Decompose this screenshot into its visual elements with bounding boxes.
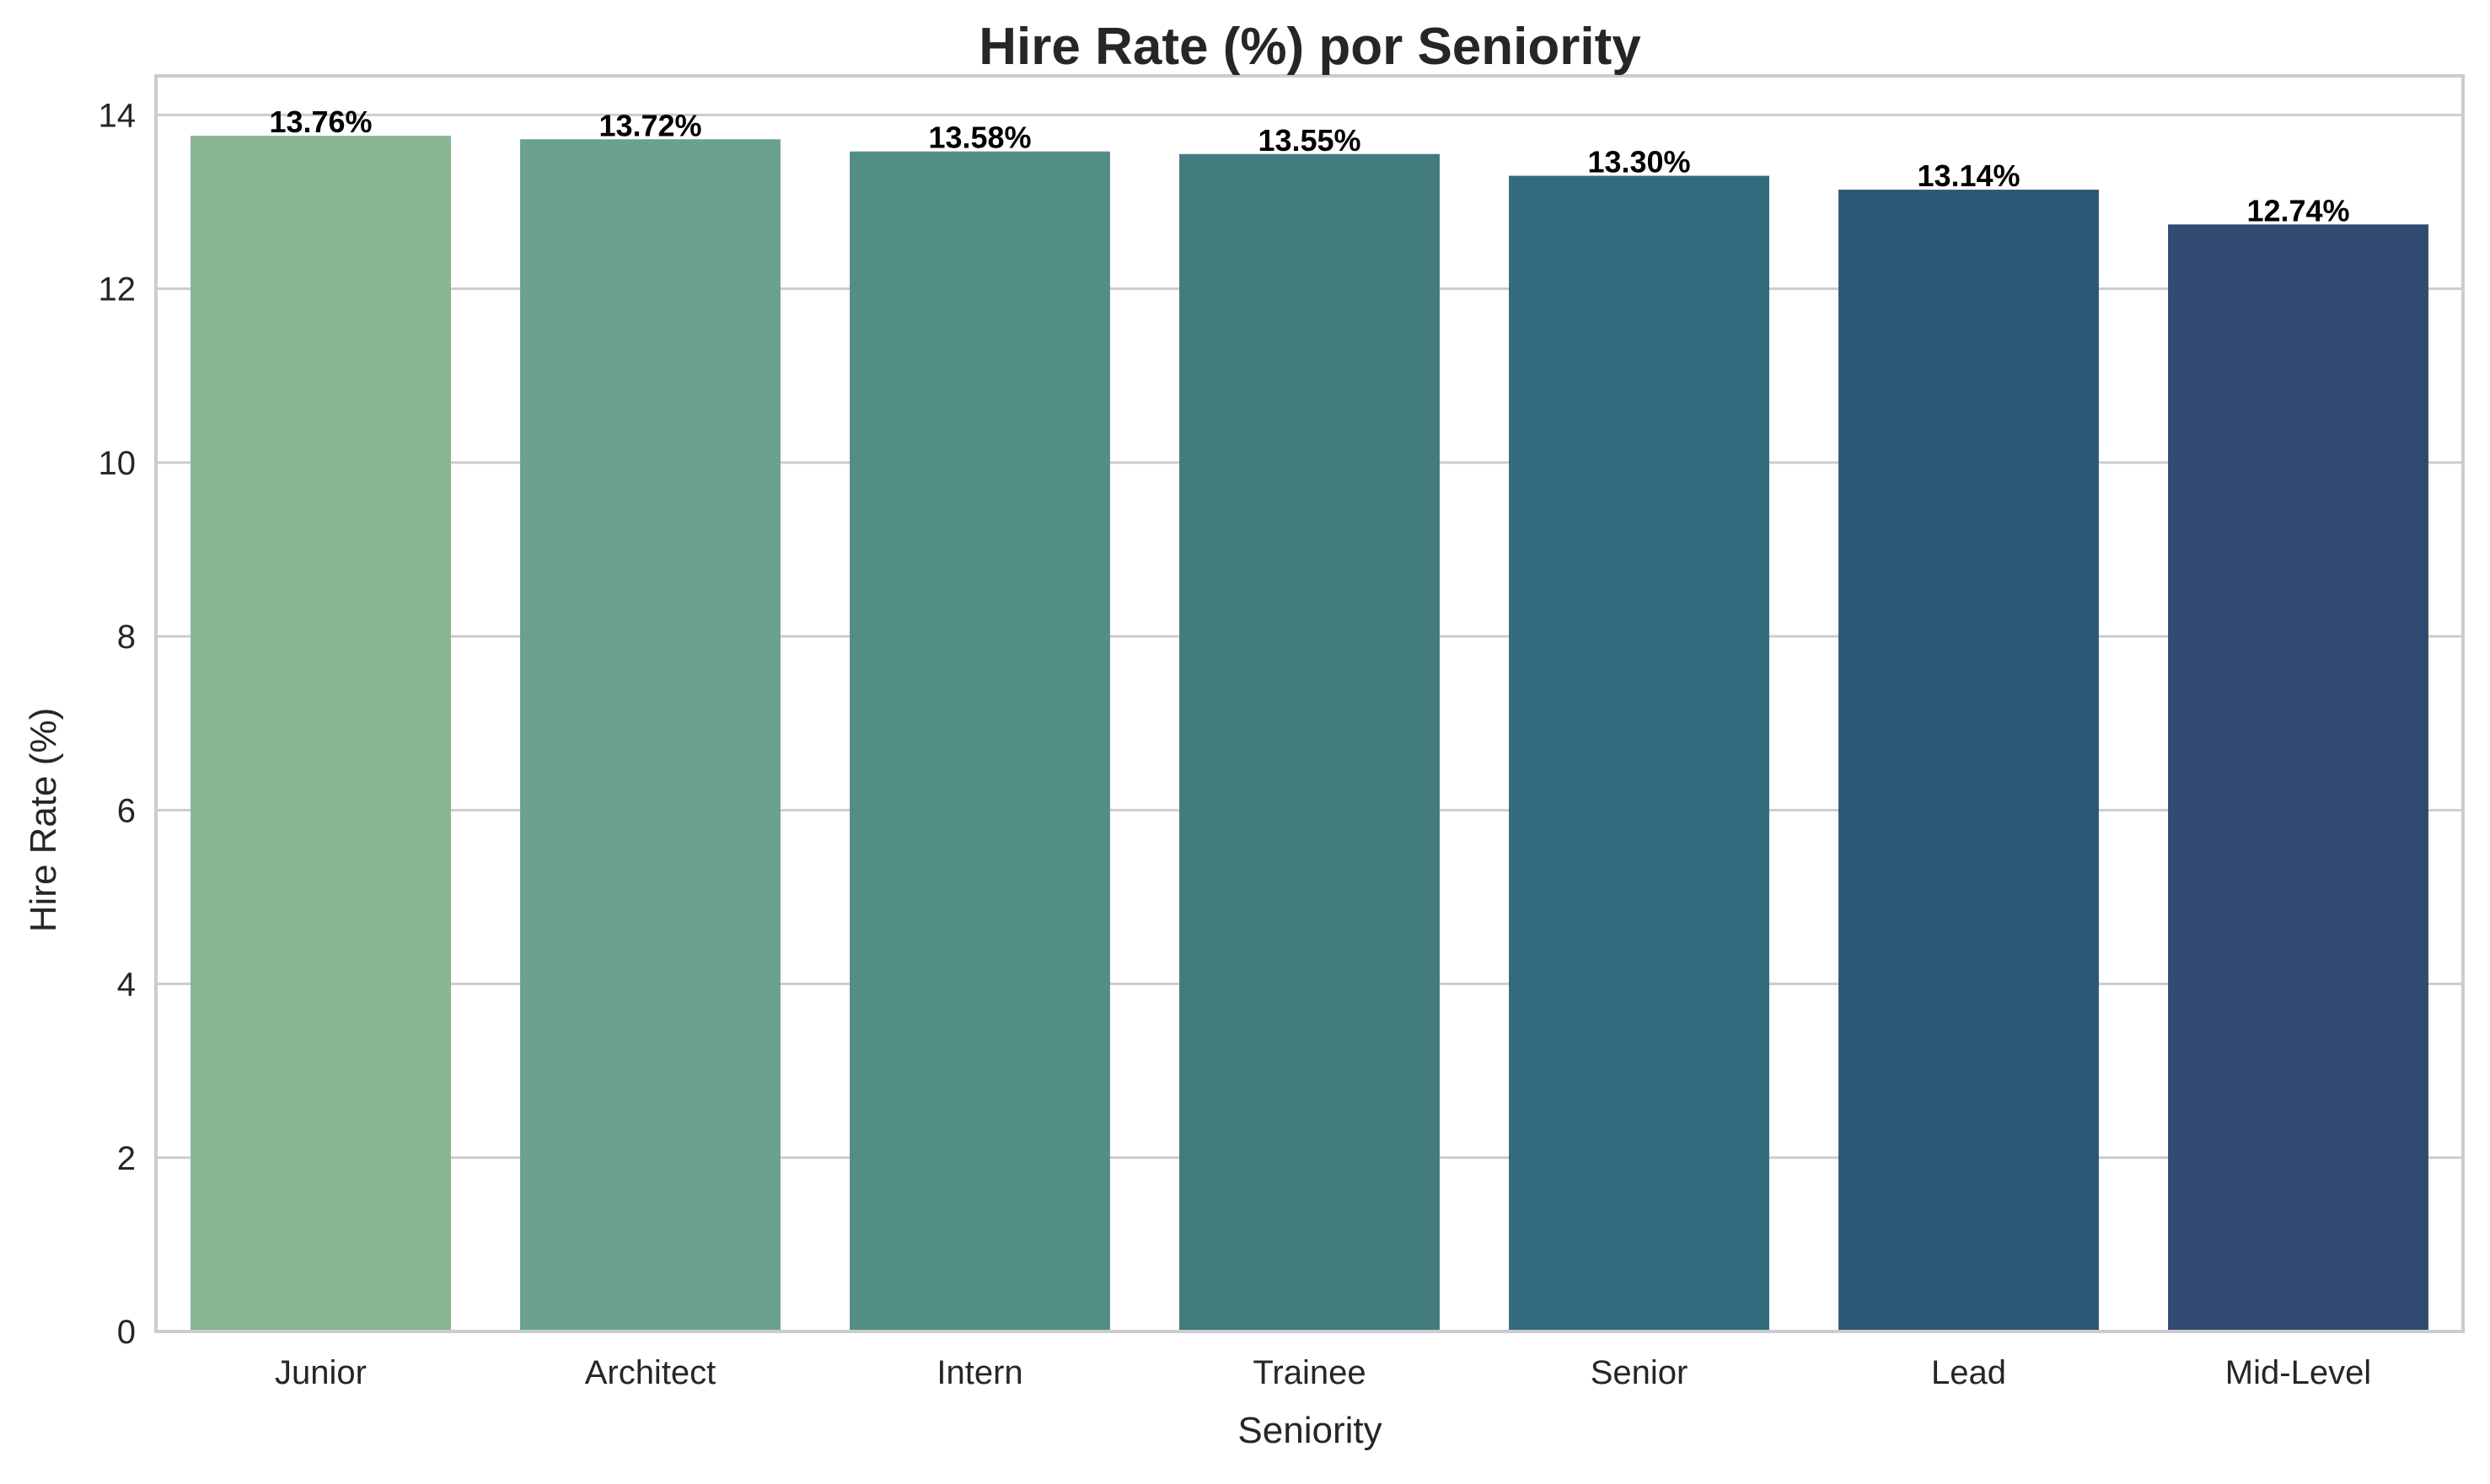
x-tick-label: Mid-Level xyxy=(2225,1354,2371,1391)
x-axis-ticks: Junior Architect Intern Trainee Senior Lead Mi… xyxy=(275,1354,2371,1391)
x-tick-label: Intern xyxy=(936,1354,1022,1391)
bar-architect xyxy=(520,139,781,1332)
x-tick-label: Architect xyxy=(585,1354,716,1391)
data-label: 13.58% xyxy=(928,121,1031,155)
data-label: 13.76% xyxy=(269,104,372,139)
x-tick-label: Trainee xyxy=(1253,1354,1366,1391)
data-label: 13.55% xyxy=(1258,123,1360,158)
y-tick-label: 12 xyxy=(99,271,137,308)
data-labels: 13.76% 13.72% 13.58% 13.55% 13.30% 13.14% 12.7… xyxy=(269,104,2349,228)
y-axis-label: Hire Rate (%) xyxy=(23,708,64,933)
y-tick-label: 10 xyxy=(99,445,137,482)
chart-title: Hire Rate (%) por Seniority xyxy=(979,18,1641,76)
y-tick-label: 6 xyxy=(117,792,136,829)
x-tick-label: Junior xyxy=(275,1354,367,1391)
data-label: 13.14% xyxy=(1917,158,2020,193)
bar-senior xyxy=(1509,175,1769,1332)
bar-intern xyxy=(850,151,1110,1331)
bar-lead xyxy=(1838,190,2099,1331)
y-tick-label: 14 xyxy=(99,97,137,134)
x-axis-label: Seniority xyxy=(1237,1410,1382,1451)
y-tick-label: 8 xyxy=(117,619,136,656)
y-axis-ticks: 0 2 4 6 8 10 12 14 xyxy=(99,97,137,1351)
x-tick-label: Senior xyxy=(1591,1354,1688,1391)
y-tick-label: 0 xyxy=(117,1314,136,1351)
data-label: 13.30% xyxy=(1587,145,1690,179)
data-label: 12.74% xyxy=(2246,193,2349,228)
plot-area-frame xyxy=(154,74,2465,1333)
bars xyxy=(191,136,2428,1332)
y-tick-label: 2 xyxy=(117,1140,136,1177)
bar-junior xyxy=(191,136,451,1331)
bar-mid-level xyxy=(2168,224,2428,1332)
data-label: 13.72% xyxy=(598,108,701,142)
y-tick-label: 4 xyxy=(117,967,136,1004)
bar-trainee xyxy=(1179,153,1440,1332)
x-tick-label: Lead xyxy=(1931,1354,2006,1391)
